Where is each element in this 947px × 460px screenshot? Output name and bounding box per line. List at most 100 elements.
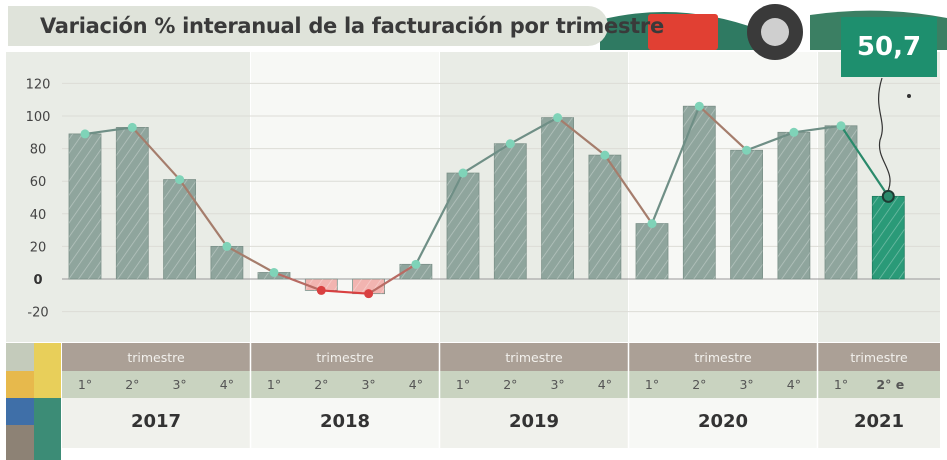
callout-leader — [878, 77, 891, 191]
legend-strip-3 — [6, 425, 34, 460]
title-banner — [8, 6, 608, 46]
y-tick-label: 0 — [33, 273, 42, 288]
trimestre-band-2021 — [818, 343, 940, 371]
point-2019-q2 — [505, 139, 515, 149]
quarter-label: 4° — [220, 377, 234, 392]
trend-segment — [226, 245, 275, 274]
trimestre-label: trimestre — [505, 350, 563, 365]
bar-texture — [352, 279, 385, 294]
trimestre-label: trimestre — [127, 350, 185, 365]
point-2018-q2 — [316, 285, 326, 295]
point-2019-q4 — [600, 150, 610, 160]
quarter-label: 2° — [314, 377, 328, 392]
trimestre-band-2019 — [440, 343, 628, 371]
bar-texture — [210, 246, 243, 279]
y-tick-label: 40 — [30, 208, 47, 223]
point-2019-q1 — [458, 168, 468, 178]
quarter-band-2019 — [440, 371, 628, 398]
trimestre-band-2018 — [251, 343, 439, 371]
trend-segment — [698, 105, 748, 152]
quarter-label: 4° — [598, 377, 612, 392]
point-2017-q2 — [127, 122, 137, 132]
year-label-band-2020 — [629, 398, 817, 448]
legend-strip-accent-1 — [34, 371, 61, 398]
quarter-label: 3° — [550, 377, 564, 392]
y-tick-label: -20 — [27, 306, 48, 321]
bar-texture — [116, 127, 149, 279]
point-2020-q3 — [742, 145, 752, 155]
bar-texture — [825, 125, 857, 279]
bar-texture — [494, 143, 527, 279]
trend-segment — [273, 271, 322, 292]
bar-texture — [69, 133, 101, 279]
point-highlight — [881, 189, 895, 203]
bar-texture — [636, 223, 668, 279]
year-label-2020: 2020 — [698, 411, 748, 432]
year-label-2018: 2018 — [320, 411, 370, 432]
quarter-label: 1° — [456, 377, 470, 392]
year-label-band-2021 — [818, 398, 940, 448]
trimestre-band-2020 — [629, 343, 817, 371]
bar-texture — [399, 264, 432, 279]
y-tick-label: 120 — [26, 77, 51, 92]
trend-segment — [321, 289, 369, 295]
quarter-label: 3° — [361, 377, 375, 392]
bar-texture — [447, 173, 479, 279]
point-2019-q3 — [553, 113, 563, 123]
bar-texture — [305, 279, 338, 291]
year-band-2018 — [251, 52, 439, 342]
trend-segment — [414, 172, 464, 265]
trend-segment — [603, 154, 653, 225]
quarter-label: 1° — [267, 377, 281, 392]
year-label-band-2017 — [62, 398, 250, 448]
bar-texture — [777, 132, 810, 279]
quarter-label: 1° — [78, 377, 92, 392]
trend-segment — [84, 126, 133, 136]
point-2018-q3 — [364, 289, 374, 299]
quarter-band-2017 — [62, 371, 250, 398]
quarter-band-2018 — [251, 371, 439, 398]
point-2020-q1 — [647, 219, 657, 229]
quarter-label: 1° — [834, 377, 848, 392]
quarter-band-2021 — [818, 371, 940, 398]
y-tick-label: 20 — [30, 240, 47, 255]
point-2021-q1 — [836, 121, 846, 131]
year-label-2019: 2019 — [509, 411, 559, 432]
year-label-band-2018 — [251, 398, 439, 448]
legend-strip-1 — [6, 371, 34, 398]
quarter-label: 3° — [739, 377, 753, 392]
highlight-callout: 50,7 — [841, 17, 937, 77]
trend-segment — [178, 178, 228, 248]
trend-segment — [556, 116, 606, 156]
point-2017-q1 — [80, 129, 90, 139]
trend-segment — [368, 263, 417, 295]
trend-segment — [793, 124, 842, 134]
bar-texture — [872, 196, 905, 279]
chart-title: Variación % interanual de la facturación… — [40, 14, 664, 38]
quarter-label: 2° — [692, 377, 706, 392]
point-2018-q4 — [411, 259, 421, 269]
point-2020-q4 — [789, 127, 799, 137]
trend-segment — [840, 125, 890, 197]
quarter-label: 4° — [409, 377, 423, 392]
trend-segment — [462, 142, 511, 174]
year-label-2017: 2017 — [131, 411, 181, 432]
trend-segment — [131, 126, 181, 181]
tractor-hub-decoration — [761, 18, 789, 46]
trimestre-label: trimestre — [316, 350, 374, 365]
y-tick-label: 80 — [30, 143, 47, 158]
quarter-label: 2° — [503, 377, 517, 392]
quarter-label: 2° e — [876, 377, 904, 392]
legend-strip-0 — [6, 343, 34, 371]
trend-segment — [746, 131, 795, 152]
point-2017-q3 — [175, 175, 185, 185]
quarter-label: 3° — [172, 377, 186, 392]
trimestre-band-2017 — [62, 343, 250, 371]
bar-texture — [588, 155, 621, 279]
axis-band — [6, 52, 62, 342]
point-2018-q1 — [269, 267, 279, 277]
tractor-body-decoration — [648, 14, 718, 50]
bar-texture — [541, 117, 574, 279]
legend-strip-2 — [6, 398, 34, 425]
